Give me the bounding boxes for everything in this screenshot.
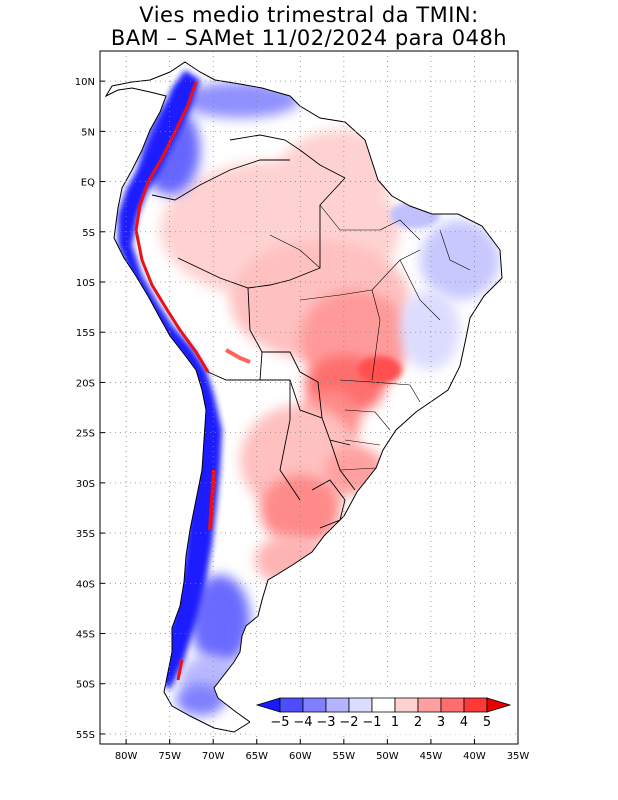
- graticule: [100, 51, 518, 744]
- x-tick-label: 50W: [376, 751, 399, 762]
- y-tick-label: 55S: [76, 730, 95, 741]
- map-title-line2: BAM – SAMet 11/02/2024 para 048h: [110, 26, 508, 50]
- x-tick-label: 40W: [463, 751, 486, 762]
- colorbar-swatch: [417, 697, 442, 713]
- y-tick-label: 40S: [76, 579, 95, 590]
- x-tick-label: 80W: [115, 751, 138, 762]
- colorbar-label: −3: [316, 715, 335, 730]
- colorbar-label: −4: [293, 715, 312, 730]
- colorbar-label: 2: [414, 715, 422, 730]
- x-tick-label: 75W: [158, 751, 181, 762]
- colorbar-label: 3: [437, 715, 445, 730]
- y-tick-label: 30S: [76, 479, 95, 490]
- colorbar-label: 4: [460, 715, 468, 730]
- colorbar-swatch: [371, 697, 396, 713]
- colorbar-swatch: [440, 697, 465, 713]
- y-tick-label: 20S: [76, 378, 95, 389]
- colorbar-label: −1: [362, 715, 381, 730]
- y-tick-label: 45S: [76, 630, 95, 641]
- colorbar-swatch: [325, 697, 350, 713]
- colorbar-label: −2: [339, 715, 358, 730]
- x-tick-label: 55W: [333, 751, 356, 762]
- colorbar-swatch: [486, 697, 512, 713]
- x-tick-label: 60W: [289, 751, 312, 762]
- colorbar-label: 5: [483, 715, 491, 730]
- y-tick-label: 10N: [75, 77, 95, 88]
- country-borders: [151, 134, 356, 529]
- y-tick-label: 50S: [76, 680, 95, 691]
- y-tick-label: 5S: [82, 228, 95, 239]
- coastline: [104, 61, 503, 733]
- y-tick-label: 10S: [76, 278, 95, 289]
- y-tick-label: 25S: [76, 429, 95, 440]
- x-tick-label: 70W: [202, 751, 225, 762]
- x-tick-label: 35W: [507, 751, 530, 762]
- y-axis: 10N 5N EQ 5S 10S 15S 20S 25S 30S 35S 40S 45S 50S 55S: [75, 77, 105, 741]
- colorbar: −5 −4 −3 −2 −1 1 2 3 4 5: [250, 690, 512, 734]
- colorbar-swatch: [394, 697, 419, 713]
- y-tick-label: 15S: [76, 328, 95, 339]
- x-tick-label: 45W: [420, 751, 443, 762]
- colorbar-swatch: [463, 697, 488, 713]
- y-tick-label: 5N: [81, 127, 95, 138]
- colorbar-label: −5: [270, 715, 289, 730]
- colorbar-swatch: [302, 697, 327, 713]
- colorbar-swatch: [279, 697, 304, 713]
- map-title-line1: Vies medio trimestral da TMIN:: [139, 3, 479, 27]
- state-borders: [269, 204, 471, 471]
- x-tick-label: 65W: [245, 751, 268, 762]
- map-frame: [99, 50, 519, 745]
- colorbar-label: 1: [391, 715, 399, 730]
- colorbar-swatch: [348, 697, 373, 713]
- y-tick-label: 35S: [76, 529, 95, 540]
- y-tick-label: EQ: [81, 178, 95, 189]
- x-axis: 80W 75W 70W 65W 60W 55W 50W 45W 40W 35W: [115, 739, 530, 762]
